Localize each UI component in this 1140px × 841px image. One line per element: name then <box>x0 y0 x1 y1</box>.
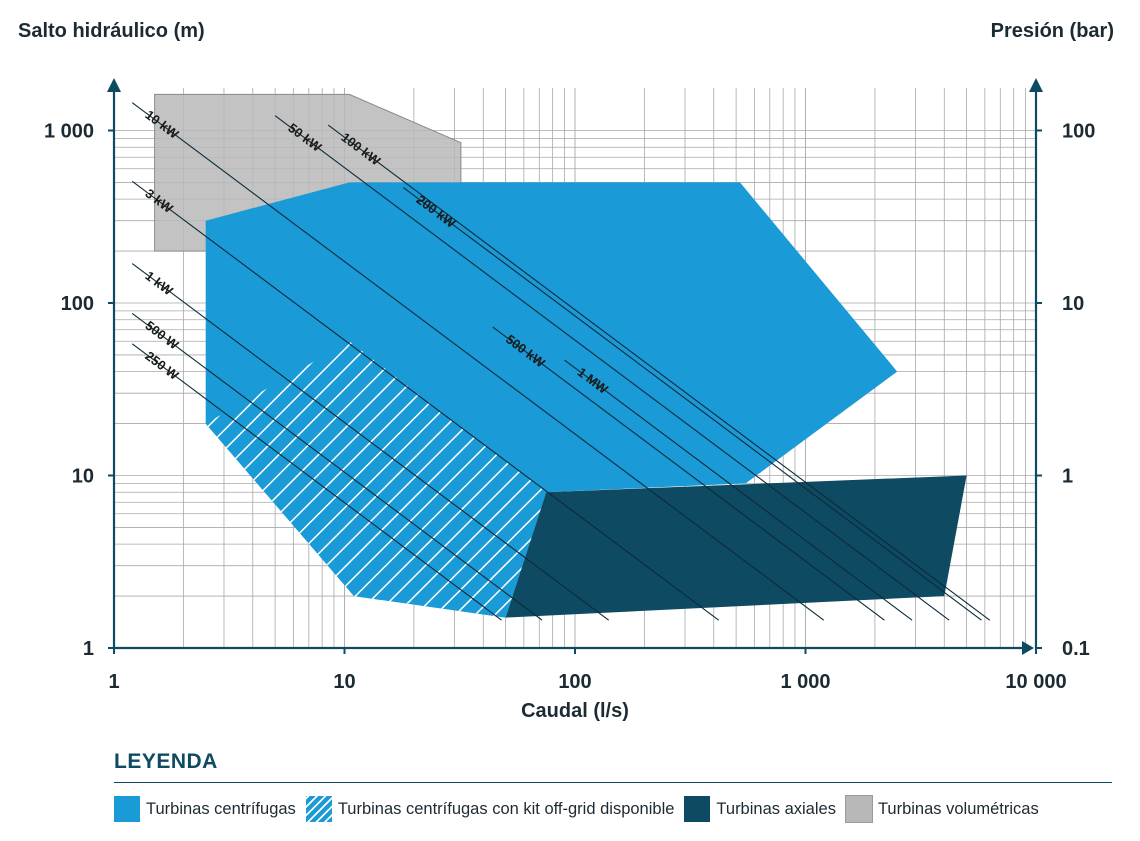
y-axis-arrow-left <box>107 78 121 92</box>
region-4 <box>205 341 547 618</box>
x-tick-label: 100 <box>558 671 591 693</box>
power-line <box>403 187 982 621</box>
y-tick-label-right: 100 <box>1062 121 1095 143</box>
legend-divider <box>114 782 1112 783</box>
power-line <box>131 102 825 621</box>
legend-label-volumetricas: Turbinas volumétricas <box>877 799 1039 818</box>
power-line-label: 250 W <box>142 348 182 383</box>
legend-swatch-centrifugas <box>114 796 140 822</box>
power-line <box>131 180 719 621</box>
legend: LEYENDA Turbinas centrífugas Turbinas ce… <box>114 750 1114 823</box>
x-tick-label: 10 <box>333 671 355 693</box>
y-tick-label-right: 1 <box>1062 466 1073 488</box>
legend-swatch-offgrid <box>305 796 332 822</box>
axes: 1 10 100 1 000 10 000 1 0.1 10 1 100 10 1 000 100 <box>44 78 1095 693</box>
power-line <box>274 115 950 621</box>
power-line <box>564 359 913 621</box>
power-line <box>327 124 991 621</box>
region-3 <box>505 475 967 618</box>
power-line <box>131 263 610 621</box>
y-axis-title-right: Presión (bar) <box>990 20 1114 42</box>
legend-item-axiales: Turbinas axiales <box>684 796 836 822</box>
legend-items: Turbinas centrífugas Turbinas centrífuga… <box>114 795 1114 823</box>
legend-title: LEYENDA <box>114 750 218 773</box>
power-line <box>131 312 543 621</box>
legend-item-centrifugas: Turbinas centrífugas <box>114 796 296 822</box>
power-line <box>131 343 502 621</box>
regions <box>154 93 967 618</box>
y-axis-title-left: Salto hidráulico (m) <box>18 20 205 42</box>
power-line <box>492 326 885 621</box>
y-tick-label-left: 1 <box>83 638 94 660</box>
y-tick-label-right: 0.1 <box>1062 638 1090 660</box>
legend-item-volumetricas: Turbinas volumétricas <box>844 795 1039 823</box>
legend-label-axiales: Turbinas axiales <box>716 799 836 818</box>
legend-label-offgrid: Turbinas centrífugas con kit off-grid di… <box>337 799 675 818</box>
y-tick-label-right: 10 <box>1062 293 1084 315</box>
region-overlap <box>155 94 461 251</box>
legend-swatch-axiales <box>684 796 711 822</box>
legend-swatch-volumetricas <box>844 795 873 823</box>
power-line-label: 1 kW <box>142 268 176 299</box>
legend-item-offgrid: Turbinas centrífugas con kit off-grid di… <box>305 796 675 822</box>
legend-label-centrifugas: Turbinas centrífugas <box>146 799 296 818</box>
y-tick-label-left: 1 000 <box>44 121 94 143</box>
x-axis-title: Caudal (l/s) <box>521 700 629 722</box>
x-tick-label: 1 <box>108 671 119 693</box>
x-tick-label: 1 000 <box>780 671 830 693</box>
y-tick-label-left: 10 <box>72 466 94 488</box>
x-axis-arrow <box>1022 641 1034 655</box>
x-tick-label: 10 000 <box>1005 671 1066 693</box>
y-axis-arrow-right <box>1029 78 1043 92</box>
y-tick-label-left: 100 <box>61 293 94 315</box>
power-line-label: 500 W <box>142 318 182 353</box>
